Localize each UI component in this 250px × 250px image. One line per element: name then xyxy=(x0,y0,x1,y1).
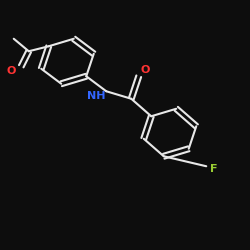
Text: O: O xyxy=(6,66,16,76)
Text: F: F xyxy=(210,164,218,174)
Text: O: O xyxy=(140,65,150,75)
Text: NH: NH xyxy=(87,91,106,101)
